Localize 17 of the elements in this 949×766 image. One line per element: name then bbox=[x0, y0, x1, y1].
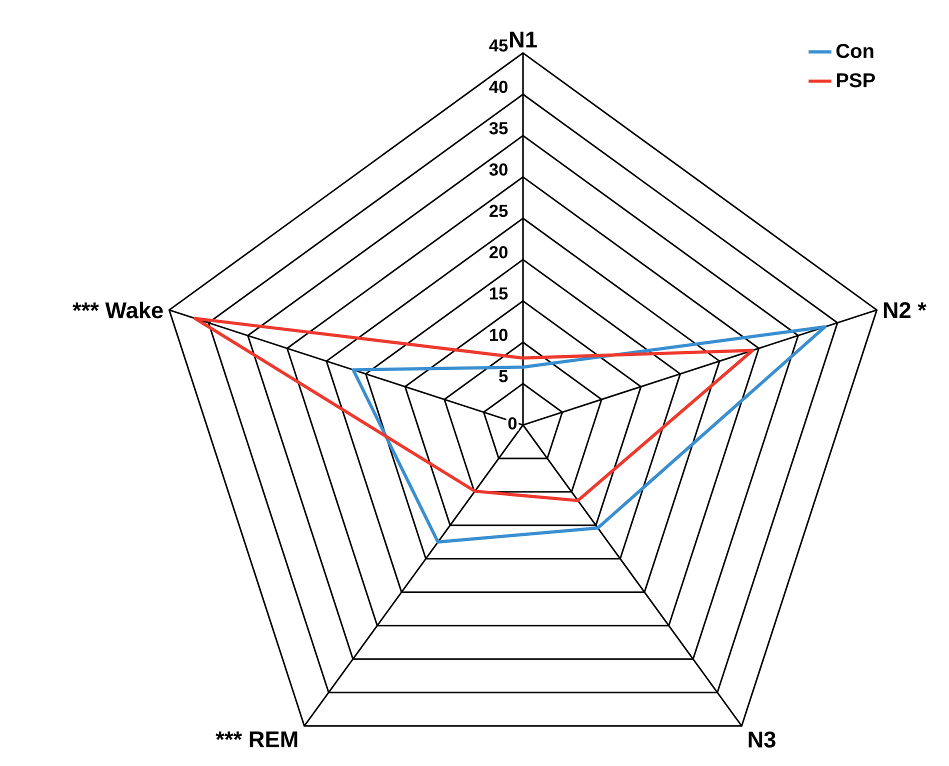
y-tick-label: 30 bbox=[489, 163, 508, 176]
y-tick-label: 40 bbox=[489, 80, 508, 94]
y-tick-label: 35 bbox=[489, 122, 508, 134]
legend-label: Con bbox=[836, 44, 874, 58]
y-tick-label: 45 bbox=[489, 40, 508, 52]
spoke-label: *** Wake bbox=[72, 302, 163, 318]
spoke-label: N3 bbox=[748, 732, 776, 748]
y-tick-label: 5 bbox=[499, 370, 508, 382]
y-tick-label: 25 bbox=[490, 204, 508, 218]
spoke-label: N1 bbox=[510, 32, 537, 48]
legend-label: PSP bbox=[836, 73, 875, 88]
y-tick-label: 15 bbox=[490, 288, 508, 300]
spoke-label: *** REM bbox=[216, 732, 298, 748]
spoke-label: N2 * bbox=[884, 302, 926, 318]
y-tick-label: 10 bbox=[490, 328, 508, 342]
y-tick-label: 0 bbox=[508, 417, 517, 430]
y-tick-label: 20 bbox=[490, 246, 508, 258]
